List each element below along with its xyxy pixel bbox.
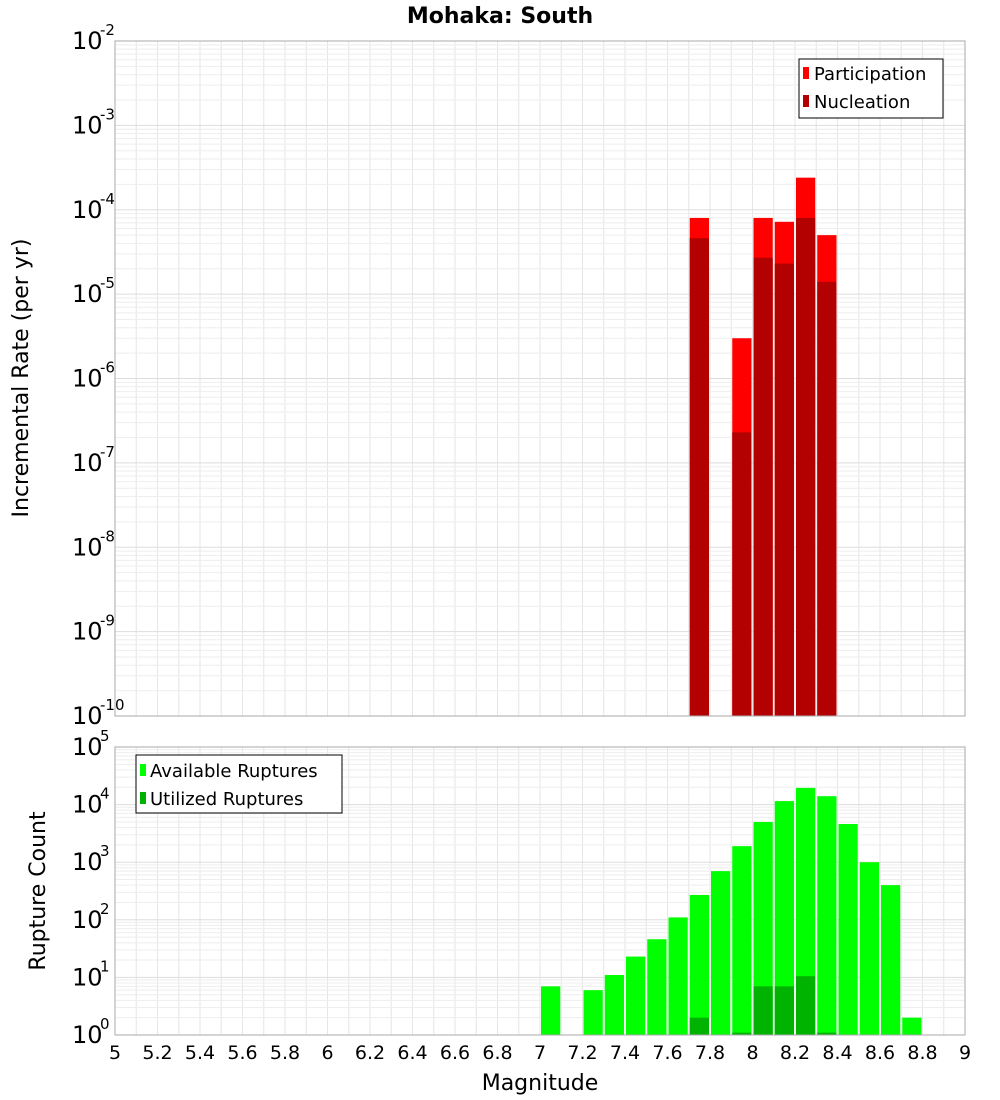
bottom-bar-available-ruptures	[774, 801, 794, 1035]
chart-title: Mohaka: South	[407, 4, 593, 29]
top-y-tick-label: 10	[72, 365, 103, 393]
x-tick-label: 7.6	[652, 1042, 682, 1064]
bottom-bar-available-ruptures	[881, 885, 901, 1035]
legend-label-available: Available Ruptures	[150, 761, 318, 782]
x-tick-label: 8.8	[907, 1042, 937, 1064]
bottom-y-axis-label: Rupture Count	[26, 811, 51, 971]
legend-swatch-nucleation	[803, 95, 809, 107]
x-tick-label: 7.8	[695, 1042, 725, 1064]
top-bar-nucleation	[796, 217, 816, 716]
bottom-bar-available-ruptures	[689, 894, 709, 1035]
top-y-tick-label: 10	[72, 533, 103, 561]
x-tick-label: 5	[109, 1042, 121, 1064]
bottom-bar-available-ruptures	[668, 917, 688, 1035]
bottom-y-tick-label: 10	[72, 733, 103, 761]
x-tick-label: 8.2	[780, 1042, 810, 1064]
bottom-y-tick-exponent: 5	[100, 727, 110, 745]
bottom-bar-available-ruptures	[753, 821, 773, 1035]
x-tick-label: 8	[746, 1042, 758, 1064]
x-tick-label: 8.6	[865, 1042, 895, 1064]
bottom-y-tick-label: 10	[72, 906, 103, 934]
bottom-bar-available-ruptures	[541, 986, 561, 1035]
top-y-tick-label: 10	[72, 449, 103, 477]
x-tick-label: 5.8	[270, 1042, 300, 1064]
bottom-bar-available-ruptures	[859, 862, 879, 1035]
x-tick-label: 5.4	[185, 1042, 215, 1064]
bottom-bar-utilized-ruptures	[689, 1017, 709, 1035]
top-bar-nucleation	[753, 257, 773, 716]
bottom-bar-available-ruptures	[732, 846, 752, 1035]
bottom-y-tick-label: 10	[72, 848, 103, 876]
legend-label-participation: Participation	[814, 64, 926, 85]
bottom-y-tick-label: 10	[72, 791, 103, 819]
top-y-tick-exponent: -2	[100, 21, 115, 39]
top-y-tick-exponent: -4	[100, 190, 115, 208]
bottom-y-tick-label: 10	[72, 1021, 103, 1049]
top-bar-nucleation	[689, 238, 709, 716]
top-y-tick-exponent: -10	[100, 696, 125, 714]
bottom-bar-available-ruptures	[604, 975, 624, 1035]
bottom-bar-available-ruptures	[902, 1017, 922, 1035]
top-y-tick-label: 10	[72, 702, 103, 730]
bottom-bar-utilized-ruptures	[732, 1032, 752, 1035]
legend-swatch-utilized	[140, 792, 146, 804]
top-y-axis-label: Incremental Rate (per yr)	[9, 239, 34, 518]
legend-label-nucleation: Nucleation	[814, 92, 910, 113]
bottom-y-tick-exponent: 4	[100, 785, 110, 803]
bottom-bar-available-ruptures	[817, 796, 837, 1035]
top-y-tick-label: 10	[72, 618, 103, 646]
legend-swatch-participation	[803, 67, 809, 79]
x-tick-label: 5.6	[227, 1042, 257, 1064]
top-y-tick-exponent: -3	[100, 105, 115, 123]
top-y-tick-exponent: -5	[100, 274, 115, 292]
x-tick-label: 6	[321, 1042, 333, 1064]
bottom-bar-available-ruptures	[626, 956, 646, 1035]
top-legend: Participation Nucleation	[798, 58, 944, 119]
top-y-tick-label: 10	[72, 196, 103, 224]
bottom-bar-utilized-ruptures	[774, 986, 794, 1035]
bottom-y-tick-exponent: 0	[100, 1015, 110, 1033]
top-y-tick-exponent: -9	[100, 612, 115, 630]
bottom-bar-available-ruptures	[647, 939, 667, 1035]
bottom-bar-available-ruptures	[796, 787, 816, 1035]
bottom-bar-utilized-ruptures	[817, 1032, 837, 1035]
bottom-bar-available-ruptures	[711, 871, 731, 1035]
bottom-y-tick-exponent: 2	[100, 900, 110, 918]
bottom-y-tick-exponent: 3	[100, 842, 110, 860]
x-tick-label: 6.4	[397, 1042, 427, 1064]
bottom-plot-border	[114, 746, 966, 1036]
x-tick-label: 6.2	[355, 1042, 385, 1064]
x-tick-label: 6.8	[482, 1042, 512, 1064]
legend-swatch-available	[140, 764, 146, 776]
x-tick-label: 8.4	[822, 1042, 852, 1064]
x-axis-label: Magnitude	[482, 1071, 599, 1096]
x-tick-label: 9	[959, 1042, 971, 1064]
bottom-y-tick-exponent: 1	[100, 957, 110, 975]
legend-label-utilized: Utilized Ruptures	[150, 789, 303, 810]
x-tick-label: 7.2	[567, 1042, 597, 1064]
top-bar-nucleation	[774, 263, 794, 716]
top-plot-border	[114, 40, 966, 717]
bottom-y-tick-label: 10	[72, 963, 103, 991]
top-y-tick-exponent: -6	[100, 359, 115, 377]
top-y-tick-label: 10	[72, 27, 103, 55]
x-tick-label: 5.2	[142, 1042, 172, 1064]
x-tick-label: 7	[534, 1042, 546, 1064]
bottom-bar-utilized-ruptures	[796, 976, 816, 1035]
x-tick-label: 6.6	[440, 1042, 470, 1064]
top-bar-nucleation	[732, 432, 752, 716]
bottom-legend: Available Ruptures Utilized Ruptures	[135, 754, 343, 814]
bottom-bar-utilized-ruptures	[753, 986, 773, 1035]
top-y-tick-exponent: -8	[100, 527, 115, 545]
x-tick-label: 7.4	[610, 1042, 640, 1064]
bottom-bar-available-ruptures	[583, 990, 603, 1035]
bottom-bar-available-ruptures	[838, 824, 858, 1035]
top-y-tick-exponent: -7	[100, 443, 115, 461]
top-bar-nucleation	[817, 281, 837, 716]
top-y-tick-label: 10	[72, 280, 103, 308]
top-y-tick-label: 10	[72, 111, 103, 139]
